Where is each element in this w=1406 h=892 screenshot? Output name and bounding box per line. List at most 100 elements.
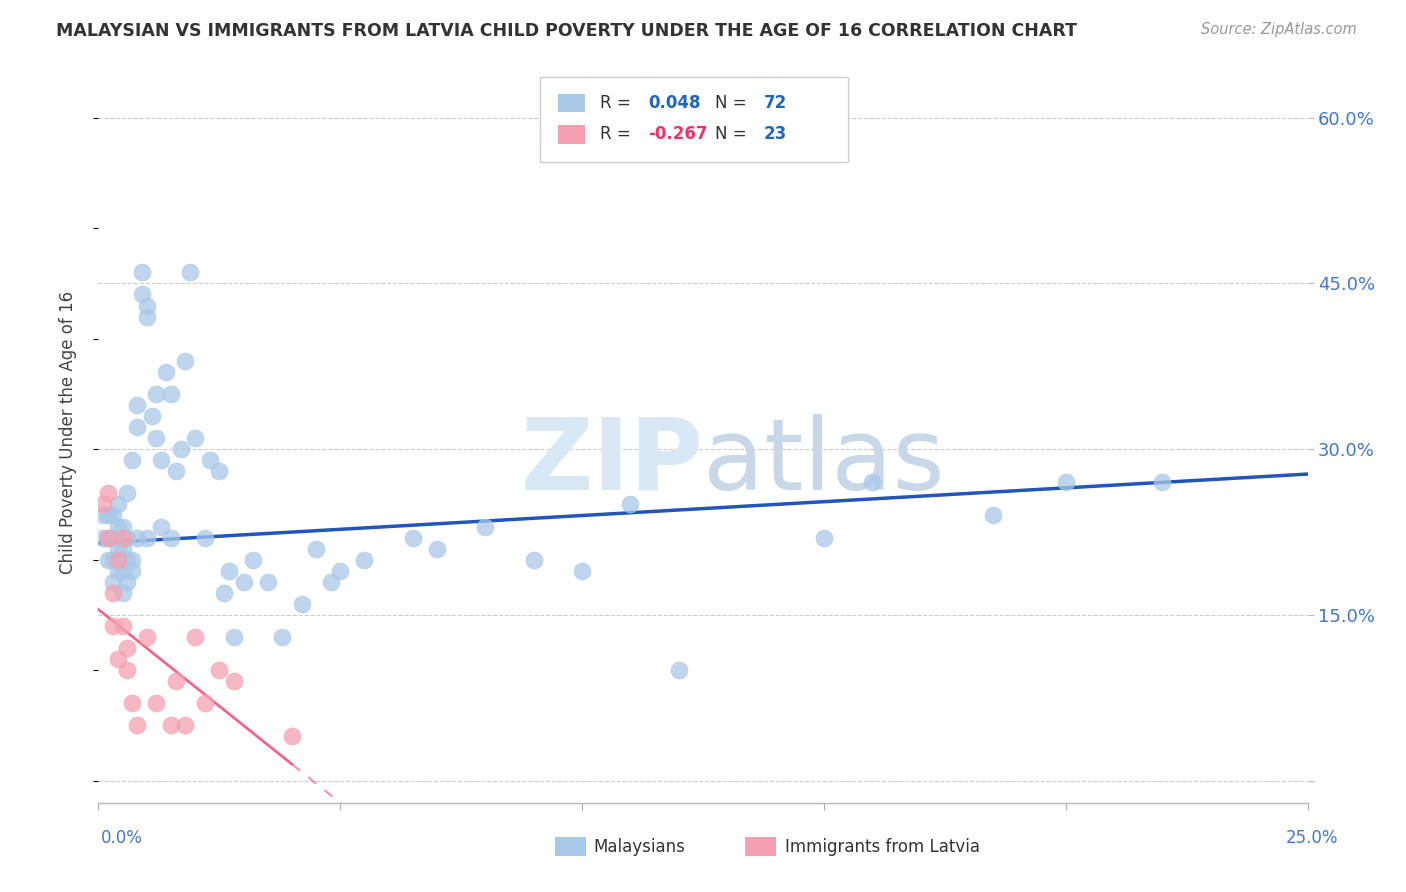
Point <box>117 574 139 589</box>
Point <box>107 498 129 512</box>
Point <box>101 508 124 523</box>
Point <box>107 564 129 578</box>
Point <box>145 697 167 711</box>
Point <box>619 498 641 512</box>
Text: 23: 23 <box>763 125 787 144</box>
Point <box>232 574 254 589</box>
Point <box>97 531 120 545</box>
Point <box>194 531 217 545</box>
Point <box>101 586 124 600</box>
Point <box>91 498 114 512</box>
Point <box>135 630 157 644</box>
Point <box>135 310 157 324</box>
Point <box>127 718 149 732</box>
Text: atlas: atlas <box>703 414 945 511</box>
Y-axis label: Child Poverty Under the Age of 16: Child Poverty Under the Age of 16 <box>59 291 77 574</box>
Text: -0.267: -0.267 <box>648 125 709 144</box>
Point <box>523 552 546 566</box>
Point <box>305 541 328 556</box>
Point <box>160 387 183 401</box>
Point <box>329 564 352 578</box>
Point <box>107 552 129 566</box>
Point <box>198 453 221 467</box>
Point <box>111 531 134 545</box>
Point <box>91 508 114 523</box>
Point <box>426 541 449 556</box>
Point <box>117 663 139 677</box>
Point <box>121 564 143 578</box>
Point <box>271 630 294 644</box>
Point <box>117 531 139 545</box>
Text: 0.048: 0.048 <box>648 95 702 112</box>
Point <box>179 265 201 279</box>
Point <box>281 730 304 744</box>
Text: N =: N = <box>716 125 747 144</box>
Point <box>101 531 124 545</box>
Point <box>107 541 129 556</box>
Point <box>117 641 139 656</box>
Point <box>121 552 143 566</box>
Point <box>101 619 124 633</box>
Text: R =: R = <box>600 95 637 112</box>
Point <box>97 552 120 566</box>
Text: Source: ZipAtlas.com: Source: ZipAtlas.com <box>1201 22 1357 37</box>
Point <box>174 718 197 732</box>
Point <box>169 442 191 457</box>
Point <box>141 409 163 423</box>
Point <box>212 586 235 600</box>
Point <box>194 697 217 711</box>
Point <box>121 697 143 711</box>
Point <box>242 552 264 566</box>
Point <box>256 574 278 589</box>
Point <box>1152 475 1174 490</box>
Text: ZIP: ZIP <box>520 414 703 511</box>
FancyBboxPatch shape <box>558 94 585 112</box>
Point <box>107 519 129 533</box>
Point <box>160 718 183 732</box>
Point <box>127 531 149 545</box>
Point <box>97 486 120 500</box>
FancyBboxPatch shape <box>540 78 848 162</box>
Point <box>117 486 139 500</box>
Text: 25.0%: 25.0% <box>1286 829 1339 847</box>
Text: 72: 72 <box>763 95 787 112</box>
Point <box>474 519 496 533</box>
Point <box>165 674 187 689</box>
Point <box>160 531 183 545</box>
Point <box>111 586 134 600</box>
Point <box>111 541 134 556</box>
Point <box>111 519 134 533</box>
Point <box>127 420 149 434</box>
Point <box>131 265 153 279</box>
Point <box>571 564 593 578</box>
Point <box>150 453 173 467</box>
Point <box>174 353 197 368</box>
Point <box>135 299 157 313</box>
Point <box>165 464 187 478</box>
Point <box>668 663 690 677</box>
Point <box>402 531 425 545</box>
Point <box>208 663 231 677</box>
Point <box>860 475 883 490</box>
Text: R =: R = <box>600 125 637 144</box>
Point <box>184 431 207 445</box>
FancyBboxPatch shape <box>558 125 585 144</box>
Point <box>222 674 245 689</box>
Point <box>290 597 312 611</box>
Point <box>184 630 207 644</box>
Point <box>208 464 231 478</box>
Point <box>813 531 835 545</box>
Point <box>97 531 120 545</box>
Point <box>150 519 173 533</box>
Point <box>981 508 1004 523</box>
Point <box>91 531 114 545</box>
Point <box>101 574 124 589</box>
Text: N =: N = <box>716 95 747 112</box>
Point <box>101 552 124 566</box>
Text: MALAYSIAN VS IMMIGRANTS FROM LATVIA CHILD POVERTY UNDER THE AGE OF 16 CORRELATIO: MALAYSIAN VS IMMIGRANTS FROM LATVIA CHIL… <box>56 22 1077 40</box>
Point <box>111 619 134 633</box>
Text: 0.0%: 0.0% <box>101 829 143 847</box>
Point <box>353 552 375 566</box>
Point <box>222 630 245 644</box>
Point <box>145 431 167 445</box>
